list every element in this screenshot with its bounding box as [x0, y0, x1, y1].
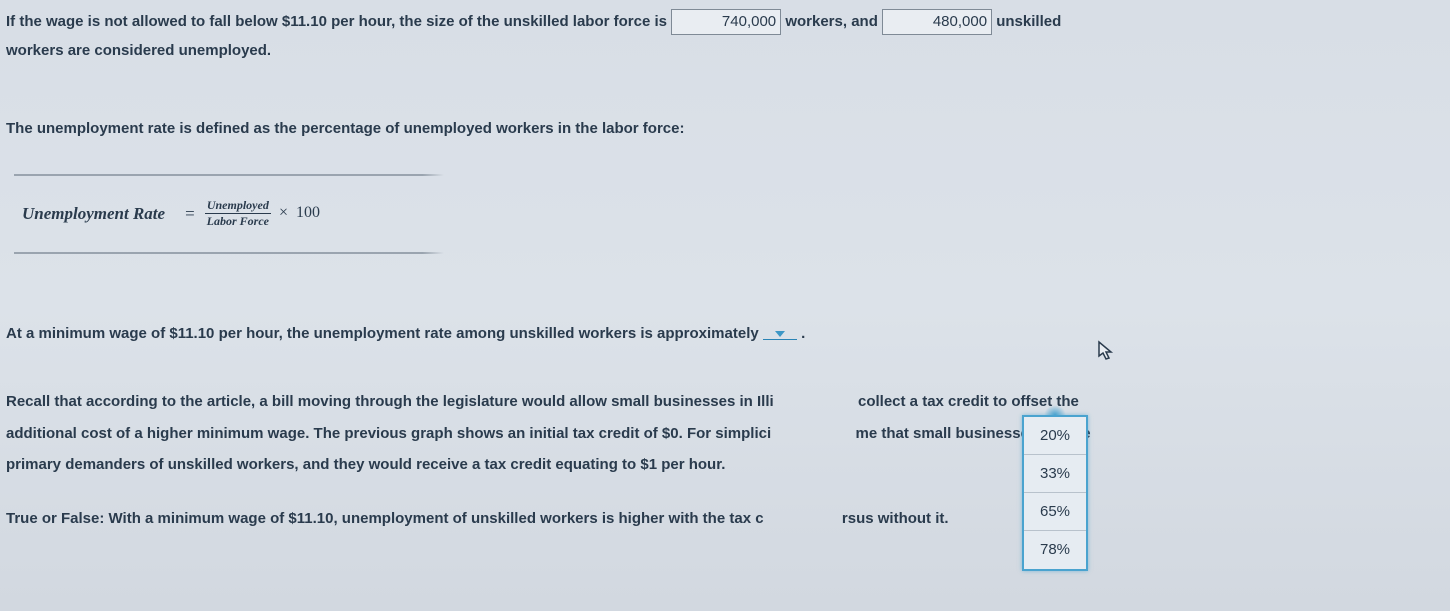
fraction-numerator: Unemployed	[205, 199, 271, 213]
formula-left-label: Unemployment Rate	[22, 198, 175, 230]
p1-text-3: unskilled	[996, 13, 1061, 30]
dropdown-option[interactable]: 20%	[1024, 417, 1086, 455]
p2-text-1: The unemployment rate is defined as the …	[6, 115, 1444, 144]
paragraph-1: If the wage is not allowed to fall below…	[6, 8, 1444, 65]
spacer	[6, 358, 1444, 386]
p4-text-5: primary demanders of unskilled workers, …	[6, 456, 725, 473]
formula-rule-top	[14, 174, 444, 176]
formula-block: Unemployment Rate = Unemployed Labor For…	[14, 174, 454, 254]
paragraph-4: Recall that according to the article, a …	[6, 386, 1444, 481]
dropdown-option[interactable]: 65%	[1024, 493, 1086, 531]
fraction-denominator: Labor Force	[205, 213, 271, 228]
paragraph-5: True or False: With a minimum wage of $1…	[6, 505, 1444, 534]
labor-force-input[interactable]: 740,000	[671, 9, 781, 35]
dropdown-option[interactable]: 78%	[1024, 531, 1086, 569]
spacer	[6, 481, 1444, 505]
p5-text-1: True or False: With a minimum wage of $1…	[6, 510, 764, 527]
chevron-down-icon	[773, 329, 787, 339]
times-sign: ×	[271, 198, 296, 228]
formula-row: Unemployment Rate = Unemployed Labor For…	[14, 180, 454, 248]
p5-text-2: rsus without it.	[842, 510, 949, 527]
rate-dropdown-menu[interactable]: 20% 33% 65% 78%	[1022, 415, 1088, 571]
fraction: Unemployed Labor Force	[205, 199, 271, 228]
p4-text-1: Recall that according to the article, a …	[6, 393, 774, 410]
p1-text-1: If the wage is not allowed to fall below…	[6, 13, 667, 30]
p4-text-3: additional cost of a higher minimum wage…	[6, 425, 771, 442]
spacer	[6, 75, 1444, 115]
p1-text-4: workers are considered unemployed.	[6, 37, 1444, 66]
hundred: 100	[296, 198, 320, 228]
rate-dropdown-trigger[interactable]	[763, 327, 797, 340]
unemployed-input[interactable]: 480,000	[882, 9, 992, 35]
equals-sign: =	[175, 198, 205, 230]
cursor-icon	[1097, 340, 1115, 362]
p3-text-2: .	[801, 325, 805, 342]
paragraph-3: At a minimum wage of $11.10 per hour, th…	[6, 320, 1444, 349]
spacer	[6, 284, 1444, 320]
dropdown-option[interactable]: 33%	[1024, 455, 1086, 493]
p1-text-2: workers, and	[785, 13, 878, 30]
formula-rule-bottom	[14, 252, 444, 254]
question-page: If the wage is not allowed to fall below…	[0, 0, 1450, 611]
p3-text-1: At a minimum wage of $11.10 per hour, th…	[6, 325, 759, 342]
